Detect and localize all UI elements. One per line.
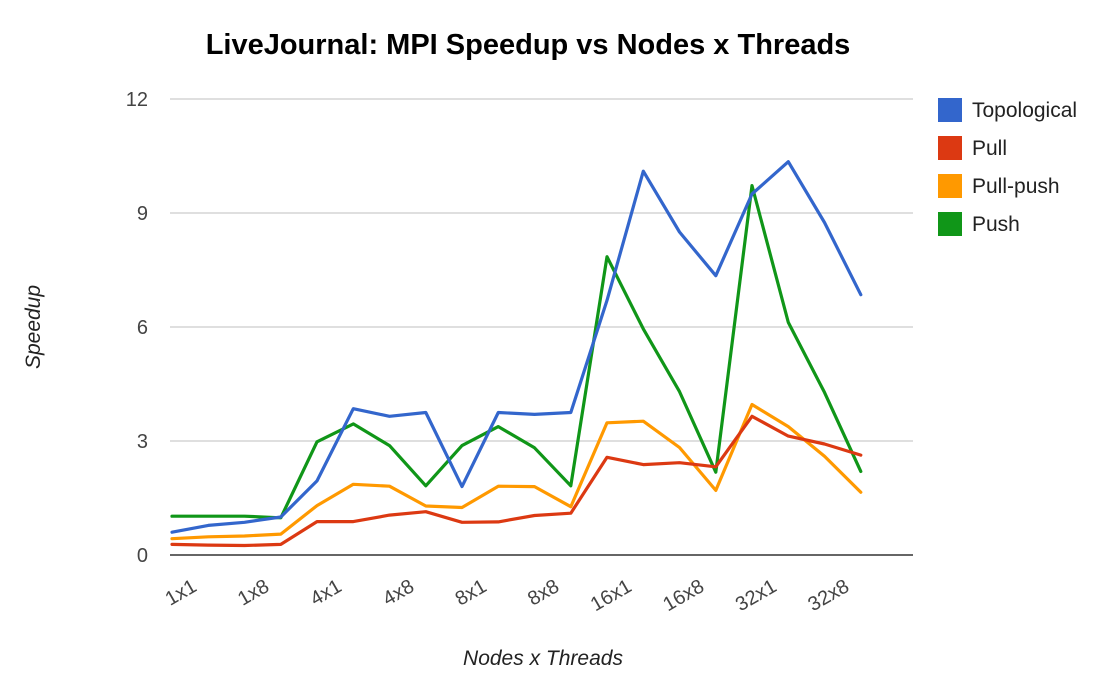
- x-tick-label: 1x1: [162, 575, 201, 610]
- legend-label-pull-push: Pull-push: [972, 175, 1060, 198]
- y-tick-label: 3: [137, 431, 148, 453]
- chart-title: LiveJournal: MPI Speedup vs Nodes x Thre…: [206, 29, 851, 61]
- series-lines: [170, 160, 863, 548]
- legend-label-topological: Topological: [972, 99, 1077, 122]
- x-tick-label: 32x1: [732, 575, 781, 616]
- x-axis-label: Nodes x Threads: [463, 647, 623, 670]
- x-tick-label: 1x8: [234, 575, 273, 610]
- y-tick-label: 12: [126, 89, 148, 111]
- gridlines: [170, 98, 913, 442]
- series-line-pull: [170, 414, 863, 548]
- y-tick-label: 0: [137, 545, 148, 567]
- legend-label-pull: Pull: [972, 137, 1007, 160]
- x-tick-label: 8x8: [524, 575, 563, 610]
- legend-swatch-pull: [938, 136, 962, 160]
- x-tick-label: 16x1: [587, 575, 636, 616]
- series-line-topological: [170, 160, 863, 534]
- x-tick-label: 16x8: [659, 575, 708, 616]
- y-axis-label: Speedup: [22, 285, 45, 369]
- legend-swatch-topological: [938, 98, 962, 122]
- x-axis-ticks: 1x1 1x8 4x1 4x8 8x1 8x8 16x1 16x8 32x1 32x8: [162, 575, 853, 616]
- legend-label-push: Push: [972, 213, 1020, 236]
- x-tick-label: 8x1: [452, 575, 491, 610]
- y-tick-label: 9: [137, 203, 148, 225]
- x-tick-label: 4x1: [307, 575, 346, 610]
- y-tick-label: 6: [137, 317, 148, 339]
- series-line-push: [170, 184, 863, 520]
- legend: Topological Pull Pull-push Push: [938, 98, 1077, 236]
- series-line-pull-push: [170, 402, 863, 541]
- legend-swatch-pull-push: [938, 174, 962, 198]
- x-tick-label: 4x8: [379, 575, 418, 610]
- x-tick-label: 32x8: [804, 575, 853, 616]
- legend-swatch-push: [938, 212, 962, 236]
- y-axis-ticks: 0 3 6 9 12: [126, 89, 148, 567]
